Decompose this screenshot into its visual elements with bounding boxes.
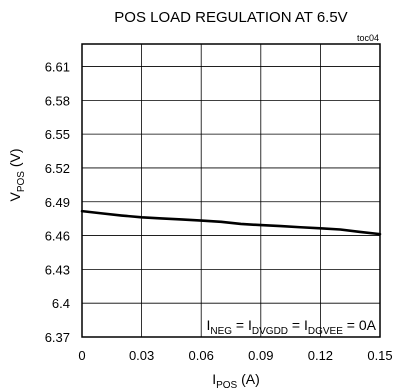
chart-title: POS LOAD REGULATION AT 6.5V <box>114 9 347 26</box>
series-layer <box>80 209 382 236</box>
y-tick-label: 6.52 <box>45 161 70 176</box>
y-tick-label: 6.37 <box>45 330 70 345</box>
x-tick-label: 0 <box>78 348 85 363</box>
chart-tag: toc04 <box>357 33 379 43</box>
x-tick-label: 0.03 <box>129 348 154 363</box>
x-tick-label: 0.09 <box>248 348 273 363</box>
y-tick-label: 6.4 <box>52 296 70 311</box>
grid <box>81 44 381 338</box>
y-tick-label: 6.49 <box>45 195 70 210</box>
x-tick-label: 0.06 <box>189 348 214 363</box>
x-tick-labels: 0 0.03 0.06 0.09 0.12 0.15 <box>78 348 392 363</box>
y-tick-label: 6.43 <box>45 262 70 277</box>
y-tick-labels: 6.37 6.4 6.43 6.46 6.49 6.52 6.55 6.58 6.61 <box>45 60 70 345</box>
chart-annotation: INEG​ = IDVGDD​ = IDGVEE​ = 0A <box>206 317 376 337</box>
x-axis-label: IPOS​ (A) <box>212 371 260 391</box>
x-tick-label: 0.12 <box>308 348 333 363</box>
y-axis-label: VPOS​ (V) <box>7 148 27 201</box>
y-tick-label: 6.58 <box>45 93 70 108</box>
plot-frame <box>81 43 381 338</box>
y-tick-label: 6.46 <box>45 229 70 244</box>
y-tick-label: 6.55 <box>45 127 70 142</box>
y-tick-label: 6.61 <box>45 60 70 75</box>
x-tick-label: 0.15 <box>367 348 392 363</box>
series-line <box>80 209 382 236</box>
